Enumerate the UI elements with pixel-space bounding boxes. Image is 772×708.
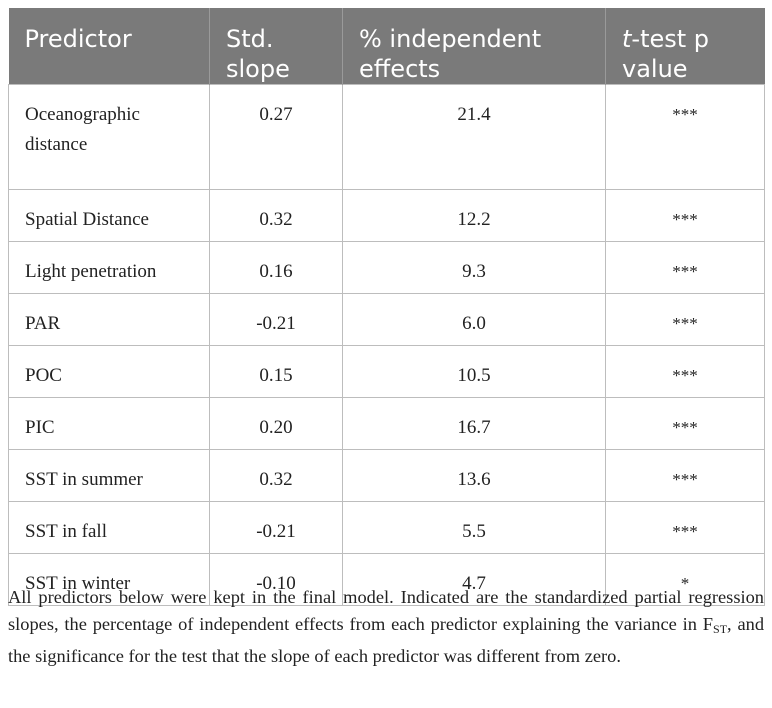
cell-slope: 0.32: [209, 449, 343, 502]
significance-stars: ***: [672, 314, 698, 333]
cell-predictor: SST in fall: [8, 501, 210, 554]
header-ttest-line2: value: [622, 55, 688, 83]
cell-p-value: *: [605, 553, 765, 606]
footnote-text-after: , and the significance for the test that…: [8, 614, 765, 666]
predictor-results-table: Predictor Std. slope % independent effec…: [8, 8, 765, 606]
cell-p-value: ***: [605, 241, 765, 294]
cell-slope: -0.21: [209, 293, 343, 346]
cell-effects: 10.5: [342, 345, 606, 398]
cell-effects: 5.5: [342, 501, 606, 554]
header-ttest-p-value: t-test p value: [605, 8, 765, 85]
results-table-container: Predictor Std. slope % independent effec…: [8, 8, 765, 606]
header-std-slope-line1: Std.: [226, 25, 274, 53]
header-std-slope: Std. slope: [209, 8, 343, 85]
table-row: Spatial Distance 0.32 12.2 ***: [8, 189, 765, 242]
table-row: POC 0.15 10.5 ***: [8, 345, 765, 398]
footnote-text-before: All predictors below were kept in the fi…: [8, 587, 764, 634]
significance-stars: ***: [672, 522, 698, 541]
significance-stars: *: [680, 574, 690, 593]
table-header-row: Predictor Std. slope % independent effec…: [8, 8, 765, 85]
header-effects-line2: effects: [359, 55, 441, 83]
significance-stars: ***: [672, 262, 698, 281]
table-row: SST in fall -0.21 5.5 ***: [8, 501, 765, 554]
table-row: Light penetration 0.16 9.3 ***: [8, 241, 765, 294]
cell-p-value: ***: [605, 397, 765, 450]
cell-slope: -0.21: [209, 501, 343, 554]
header-predictor-label: Predictor: [24, 25, 132, 53]
cell-slope: 0.20: [209, 397, 343, 450]
table-row: SST in winter -0.10 4.7 *: [8, 553, 765, 606]
table-row: PAR -0.21 6.0 ***: [8, 293, 765, 346]
cell-p-value: ***: [605, 449, 765, 502]
cell-p-value: ***: [605, 189, 765, 242]
cell-slope: 0.32: [209, 189, 343, 242]
significance-stars: ***: [672, 105, 698, 124]
cell-p-value: ***: [605, 84, 765, 190]
significance-stars: ***: [672, 470, 698, 489]
header-ttest-rest: -test p: [631, 25, 710, 53]
cell-effects: 9.3: [342, 241, 606, 294]
table-row: SST in summer 0.32 13.6 ***: [8, 449, 765, 502]
cell-predictor: POC: [8, 345, 210, 398]
cell-effects: 12.2: [342, 189, 606, 242]
cell-p-value: ***: [605, 345, 765, 398]
header-predictor: Predictor: [8, 8, 210, 85]
cell-effects: 16.7: [342, 397, 606, 450]
cell-effects: 6.0: [342, 293, 606, 346]
cell-predictor: Spatial Distance: [8, 189, 210, 242]
cell-predictor: Light penetration: [8, 241, 210, 294]
cell-effects: 21.4: [342, 84, 606, 190]
cell-slope: 0.27: [209, 84, 343, 190]
header-effects-line1: % independent: [359, 25, 542, 53]
table-row: Oceanographic distance 0.27 21.4 ***: [8, 84, 765, 190]
cell-predictor: PIC: [8, 397, 210, 450]
cell-p-value: ***: [605, 293, 765, 346]
cell-slope: 0.15: [209, 345, 343, 398]
cell-slope: -0.10: [209, 553, 343, 606]
cell-predictor: PAR: [8, 293, 210, 346]
cell-predictor: Oceanographic distance: [8, 84, 210, 190]
header-independent-effects: % independent effects: [342, 8, 606, 85]
header-ttest-italic-t: t: [622, 25, 632, 53]
significance-stars: ***: [672, 366, 698, 385]
cell-p-value: ***: [605, 501, 765, 554]
table-footnote: All predictors below were kept in the fi…: [8, 584, 764, 670]
cell-predictor: SST in summer: [8, 449, 210, 502]
significance-stars: ***: [672, 418, 698, 437]
table-row: PIC 0.20 16.7 ***: [8, 397, 765, 450]
cell-predictor: SST in winter: [8, 553, 210, 606]
cell-effects: 13.6: [342, 449, 606, 502]
footnote-subscript: ST: [713, 622, 728, 636]
header-std-slope-line2: slope: [226, 55, 290, 83]
significance-stars: ***: [672, 210, 698, 229]
cell-slope: 0.16: [209, 241, 343, 294]
